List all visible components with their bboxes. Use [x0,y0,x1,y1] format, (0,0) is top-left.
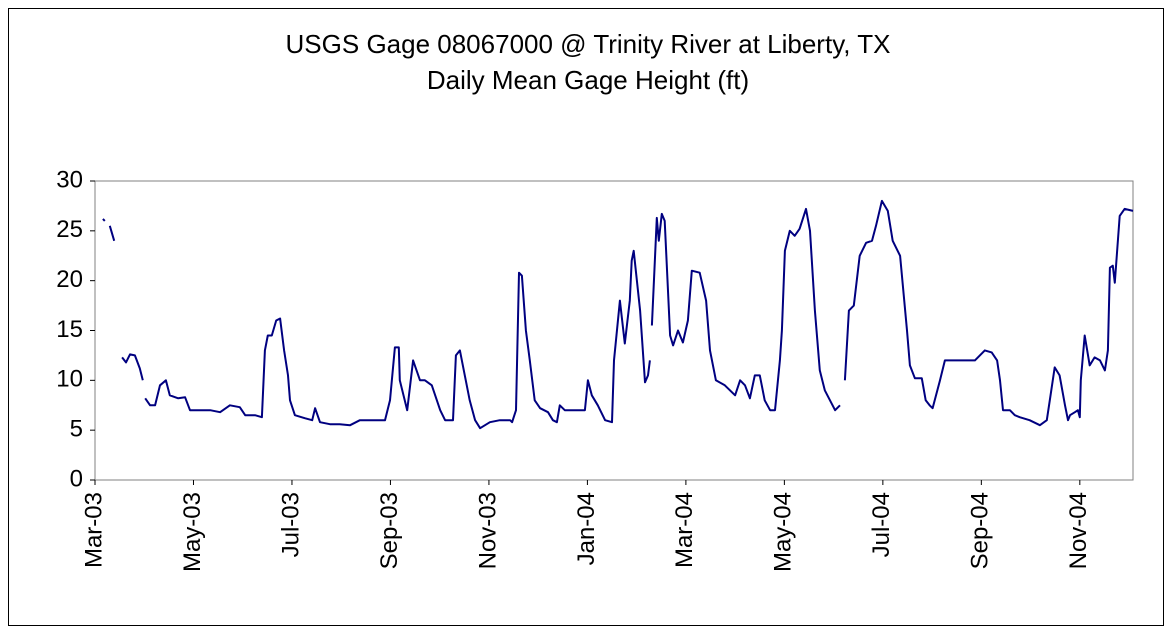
x-tick-label: Nov-04 [1065,492,1092,569]
y-tick-label: 15 [56,316,83,343]
data-line [102,199,1134,430]
x-tick-label: May-03 [179,492,206,572]
chart-subtitle: Daily Mean Gage Height (ft) [427,65,749,95]
x-tick-label: Mar-03 [80,492,107,568]
y-tick-label: 0 [70,465,83,492]
chart-title: USGS Gage 08067000 @ Trinity River at Li… [286,29,891,59]
y-tick-label: 20 [56,266,83,293]
y-tick-label: 25 [56,216,83,243]
y-tick-label: 5 [70,416,83,443]
y-tick-label: 30 [56,166,83,193]
x-tick-label: Jan-04 [573,492,600,565]
x-tick-label: Sep-04 [967,492,994,569]
x-tick-label: Jul-04 [868,492,895,557]
x-tick-label: Jul-03 [277,492,304,557]
x-tick-label: Sep-03 [376,492,403,569]
chart-frame [8,8,1164,626]
x-tick-label: Mar-04 [671,492,698,568]
x-tick-label: May-04 [770,492,797,572]
y-tick-label: 10 [56,366,83,393]
x-tick-label: Nov-03 [474,492,501,569]
